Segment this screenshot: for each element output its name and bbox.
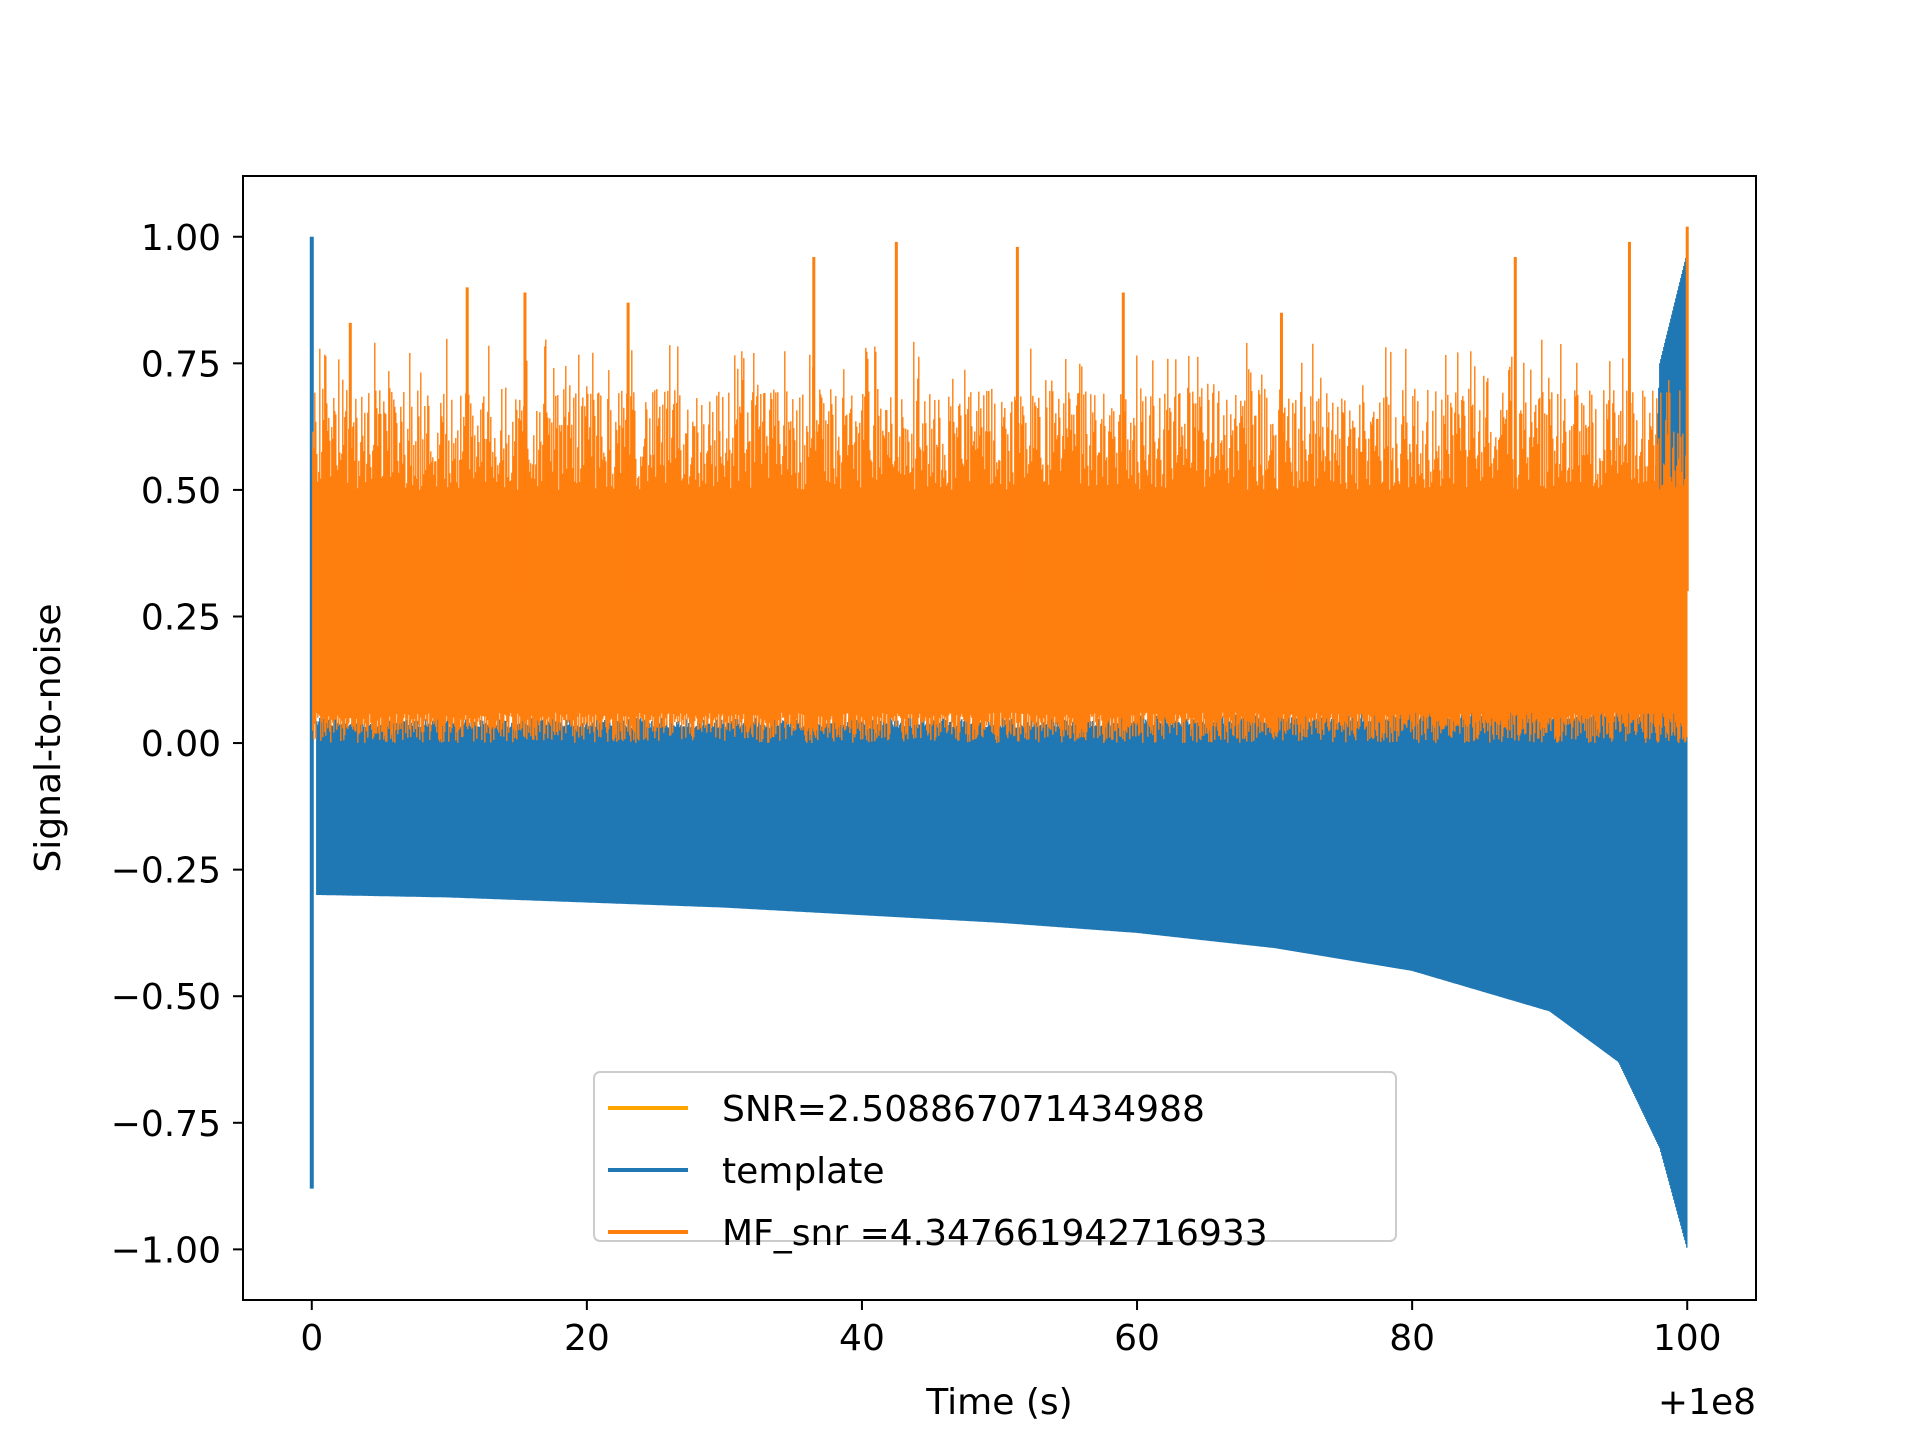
legend-label: SNR=2.508867071434988 (722, 1089, 1205, 1130)
axes-frame (242, 175, 1757, 1301)
y-axis: −1.00 −0.75 −0.50 −0.25 0.00 0.25 0.50 0.75 1.00 (111, 218, 243, 1271)
y-tick-label: 0.25 (141, 597, 221, 638)
legend-box (593, 1071, 1397, 1242)
legend: SNR=2.508867071434988 template MF_snr =4.… (593, 1071, 1397, 1254)
x-tick-label: 0 (300, 1318, 323, 1359)
x-tick-label: 80 (1389, 1318, 1435, 1359)
x-axis-offset-label: +1e8 (1658, 1382, 1756, 1423)
x-axis: 0 20 40 60 80 100 (300, 1300, 1722, 1359)
y-tick-label: −0.25 (111, 851, 221, 892)
x-tick-label: 40 (839, 1318, 885, 1359)
y-tick-label: 0.00 (141, 724, 221, 765)
mf-snr-series (312, 338, 1688, 743)
y-tick-label: −1.00 (111, 1230, 221, 1271)
x-tick-label: 60 (1114, 1318, 1160, 1359)
x-tick-label: 100 (1653, 1318, 1722, 1359)
y-tick-label: −0.75 (111, 1104, 221, 1145)
y-tick-label: −0.50 (111, 977, 221, 1018)
y-axis-label: Signal-to-noise (28, 603, 69, 872)
template-series (316, 253, 1688, 1248)
y-tick-label: 1.00 (141, 218, 221, 259)
legend-label: template (722, 1151, 885, 1192)
x-tick-label: 20 (564, 1318, 610, 1359)
plot-area (309, 226, 1689, 1248)
x-axis-label: Time (s) (925, 1382, 1072, 1423)
legend-label: MF_snr =4.347661942716933 (722, 1213, 1268, 1254)
y-tick-label: 0.75 (141, 344, 221, 385)
y-tick-label: 0.50 (141, 471, 221, 512)
